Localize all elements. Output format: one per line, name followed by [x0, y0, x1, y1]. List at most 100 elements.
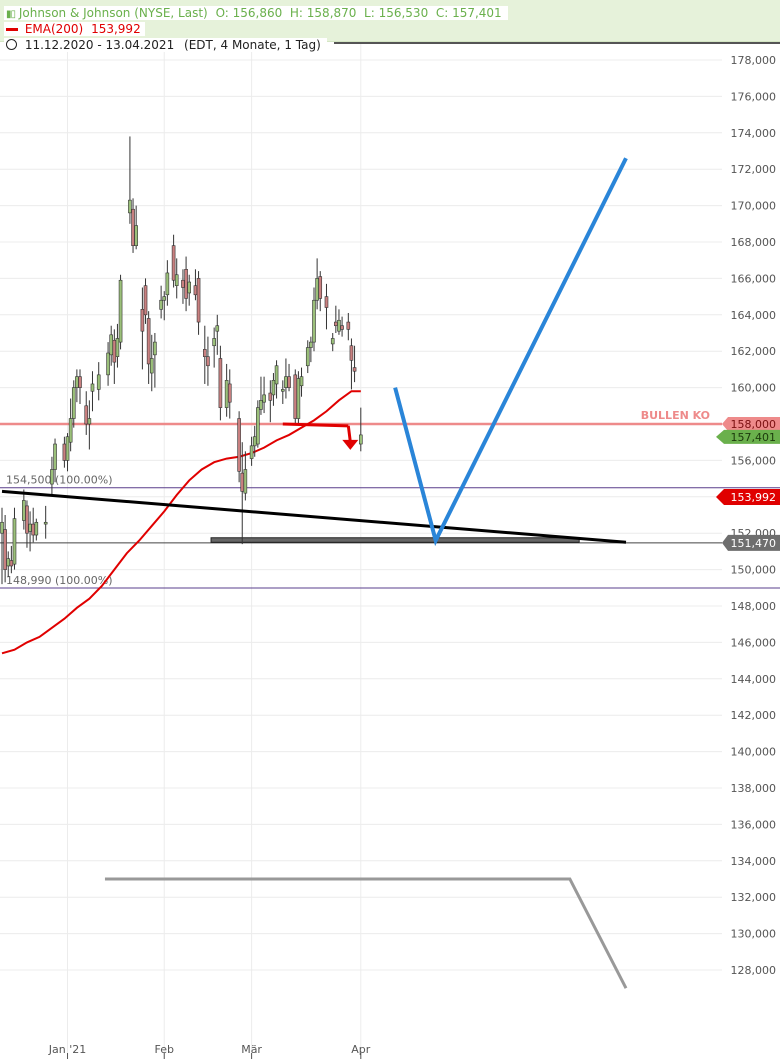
red-arrow-line — [282, 422, 349, 428]
candle — [87, 400, 92, 450]
candle-body — [6, 558, 11, 567]
y-tick-label: 160,000 — [731, 382, 777, 395]
candle-body — [71, 387, 76, 419]
candle-body — [315, 278, 319, 301]
badge-shape — [716, 429, 780, 444]
candle — [334, 305, 338, 333]
candle — [159, 285, 163, 319]
candle-body — [87, 418, 92, 425]
candle-body — [237, 418, 241, 472]
candle — [112, 329, 117, 384]
candle-body — [12, 518, 17, 565]
red-arrow-stem — [346, 425, 352, 443]
candle — [78, 369, 82, 404]
candle — [196, 271, 201, 335]
candle — [337, 309, 341, 335]
candle-body — [50, 469, 54, 485]
candle — [143, 278, 148, 324]
candle — [149, 334, 154, 392]
candle — [171, 234, 176, 288]
candle-body — [118, 279, 123, 343]
candle-body — [96, 374, 101, 390]
candle-body — [84, 405, 89, 425]
candle-body — [174, 274, 179, 286]
y-tick-label: 150,000 — [731, 564, 777, 577]
y-tick-label: 166,000 — [731, 272, 777, 285]
candle-body — [262, 394, 266, 403]
trendline — [1, 489, 627, 544]
candle — [96, 362, 101, 401]
candle — [53, 438, 57, 483]
candle — [181, 269, 185, 304]
candle — [106, 342, 110, 386]
candle-body — [109, 334, 113, 356]
ema-200-layer — [1, 390, 361, 655]
candle-body — [0, 521, 4, 534]
candle-body — [159, 299, 163, 310]
candle — [358, 407, 363, 452]
candle — [84, 391, 89, 435]
candle-body — [305, 347, 310, 367]
candle-body — [115, 338, 120, 357]
candle-body — [256, 407, 260, 445]
badge-value: 153,992 — [731, 491, 777, 504]
candle — [128, 136, 132, 224]
candle — [193, 269, 198, 301]
candle — [31, 507, 36, 543]
legend-panel: ▮▯ Johnson & Johnson (NYSE, Last) O: 156… — [0, 0, 780, 56]
candle — [240, 442, 245, 545]
candle-body — [162, 296, 167, 301]
candle-body — [227, 383, 232, 403]
candles — [0, 136, 363, 585]
candle — [299, 367, 304, 397]
candle — [309, 336, 313, 363]
badge-shape — [722, 417, 780, 431]
candle-body — [149, 358, 154, 374]
candle-body — [9, 560, 14, 567]
candle — [174, 258, 179, 299]
candle — [330, 333, 335, 352]
candle-body — [184, 268, 188, 299]
candle — [22, 489, 26, 530]
y-tick-label: 162,000 — [731, 345, 777, 358]
candle-body — [330, 338, 335, 345]
candle — [118, 274, 123, 350]
support-zone — [210, 537, 580, 543]
candle — [146, 311, 151, 384]
candle — [349, 338, 354, 390]
candle-body — [193, 285, 198, 296]
y-tick-label: 168,000 — [731, 236, 777, 249]
candle — [212, 327, 216, 368]
candle-body — [280, 389, 285, 392]
last-price-badge: 157,401 — [716, 429, 780, 444]
candle-body — [268, 392, 273, 401]
candle-body — [274, 365, 279, 385]
candle — [28, 511, 32, 552]
candle — [268, 380, 273, 423]
badge-value: 158,000 — [731, 418, 777, 431]
candle — [0, 507, 4, 585]
candle — [243, 451, 248, 501]
y-tick-label: 134,000 — [731, 855, 777, 868]
candle-body — [296, 378, 301, 419]
candle — [71, 380, 76, 428]
candle — [352, 345, 357, 383]
badge-shape — [716, 489, 780, 505]
y-tick-label: 132,000 — [731, 891, 777, 904]
candle — [165, 260, 170, 306]
candle — [206, 336, 210, 386]
candle — [305, 340, 310, 374]
ema-200-line — [1, 390, 361, 655]
y-tick-label: 146,000 — [731, 636, 777, 649]
clock-icon — [6, 39, 17, 50]
x-tick-label: Apr — [351, 1043, 371, 1056]
y-tick-label: 138,000 — [731, 782, 777, 795]
candle-body — [203, 349, 207, 357]
instrument-name: Johnson & Johnson (NYSE, Last) — [18, 6, 208, 20]
candle — [162, 291, 167, 321]
candle-body — [28, 523, 32, 532]
candle — [227, 369, 232, 419]
candle-body — [140, 309, 145, 332]
candle-body — [271, 380, 276, 396]
